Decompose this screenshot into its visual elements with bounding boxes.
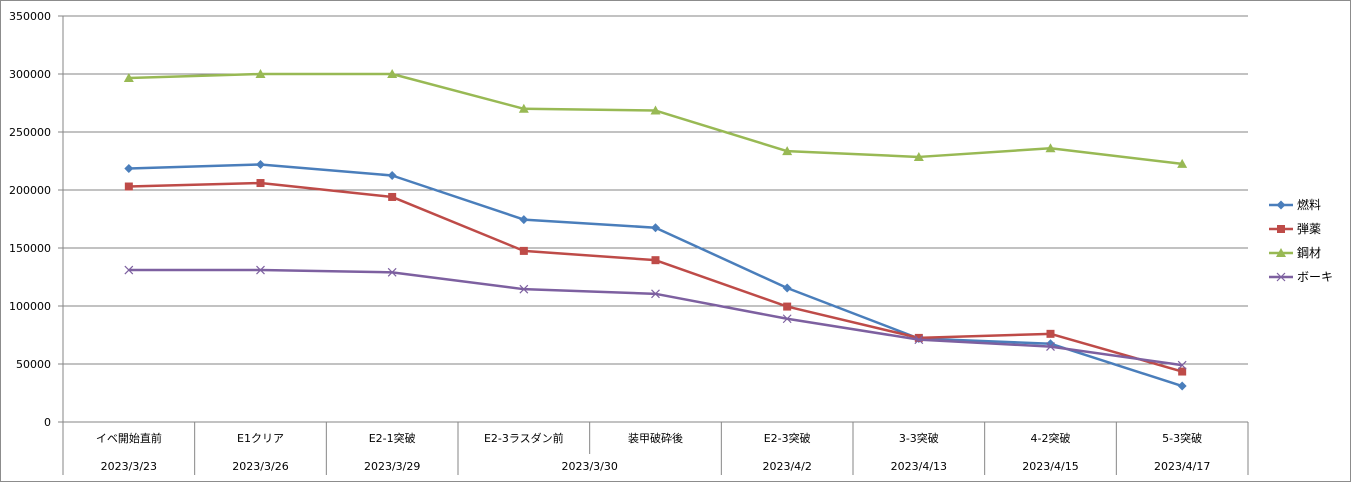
legend-label: ボーキ — [1297, 270, 1333, 284]
gridlines — [58, 15, 1249, 475]
data-point — [783, 302, 792, 311]
data-point — [914, 335, 924, 345]
date-group-label: 2023/3/23 — [101, 460, 157, 473]
data-point — [782, 146, 793, 156]
data-point — [651, 223, 660, 233]
data-point — [388, 192, 397, 201]
category-label: 3-3突破 — [899, 431, 939, 445]
series-lines — [123, 69, 1188, 391]
data-point — [1177, 360, 1187, 370]
date-group-label: 2023/4/13 — [891, 460, 947, 473]
data-point — [650, 105, 661, 115]
category-label: イベ開始直前 — [96, 431, 162, 445]
data-point — [387, 171, 397, 180]
category-label: 4-2突破 — [1031, 431, 1071, 445]
category-label: E2-3ラスダン前 — [484, 431, 564, 445]
y-tick-label: 200000 — [9, 184, 51, 197]
y-tick-label: 300000 — [9, 68, 51, 81]
date-group-label: 2023/4/2 — [762, 460, 811, 473]
category-label: E1クリア — [237, 432, 284, 445]
series-diamond — [124, 159, 1187, 391]
data-point — [913, 151, 924, 161]
category-labels: イベ開始直前 E1クリア E2-1突破 E2-3ラスダン前 装甲破砕後 E2-3突破 3-3… — [96, 431, 1211, 473]
legend-marker — [1276, 272, 1286, 282]
series-triangle — [123, 69, 1188, 168]
y-tick-label: 100000 — [9, 300, 51, 313]
category-label: E2-1突破 — [369, 431, 416, 445]
data-point — [387, 267, 397, 277]
y-tick-label: 0 — [44, 416, 51, 429]
data-point — [651, 256, 660, 265]
y-tick-label: 50000 — [16, 358, 51, 371]
date-group-label: 2023/3/30 — [561, 460, 617, 473]
date-group-label: 2023/4/17 — [1154, 460, 1210, 473]
data-point — [387, 69, 398, 78]
data-point — [651, 289, 660, 299]
series-line — [128, 268, 1183, 367]
category-label: E2-3突破 — [764, 431, 811, 445]
data-point — [519, 284, 529, 294]
category-label: 装甲破砕後 — [628, 431, 683, 445]
legend-marker — [1277, 225, 1285, 233]
data-point — [782, 283, 792, 293]
date-group-label: 2023/3/29 — [364, 460, 420, 473]
y-tick-label: 250000 — [9, 126, 51, 139]
legend-marker — [1276, 200, 1286, 210]
data-point — [1046, 329, 1055, 338]
series-x — [124, 265, 1187, 370]
data-point — [1177, 381, 1187, 391]
data-point — [1046, 342, 1055, 352]
legend-label: 燃料 — [1297, 197, 1321, 212]
series-square — [124, 179, 1187, 376]
data-point — [256, 159, 265, 169]
data-point — [782, 314, 792, 324]
data-point — [518, 103, 529, 113]
data-point — [124, 164, 134, 174]
data-point — [124, 182, 133, 191]
y-axis-ticks: 0 50000 100000 150000 200000 250000 300000 3500… — [9, 10, 51, 429]
date-group-label: 2023/3/26 — [232, 460, 288, 473]
data-point — [1045, 143, 1056, 153]
data-point — [255, 69, 266, 78]
data-point — [914, 333, 923, 342]
legend-label: 弾薬 — [1297, 222, 1321, 236]
series-line — [128, 72, 1183, 166]
series-line — [128, 163, 1183, 388]
data-point — [123, 73, 134, 83]
data-point — [124, 265, 134, 275]
date-group-label: 2023/4/15 — [1022, 460, 1078, 473]
data-point — [519, 246, 528, 255]
y-tick-label: 350000 — [9, 10, 51, 23]
data-point — [1177, 158, 1188, 168]
data-point — [519, 215, 529, 225]
data-point — [1178, 367, 1187, 376]
data-point — [256, 265, 265, 275]
legend-marker — [1276, 248, 1286, 257]
y-tick-label: 150000 — [9, 242, 51, 255]
data-point — [256, 179, 265, 188]
legend-label: 鋼材 — [1297, 246, 1321, 260]
category-label: 5-3突破 — [1162, 431, 1202, 445]
category-axis-lines — [194, 422, 1117, 475]
